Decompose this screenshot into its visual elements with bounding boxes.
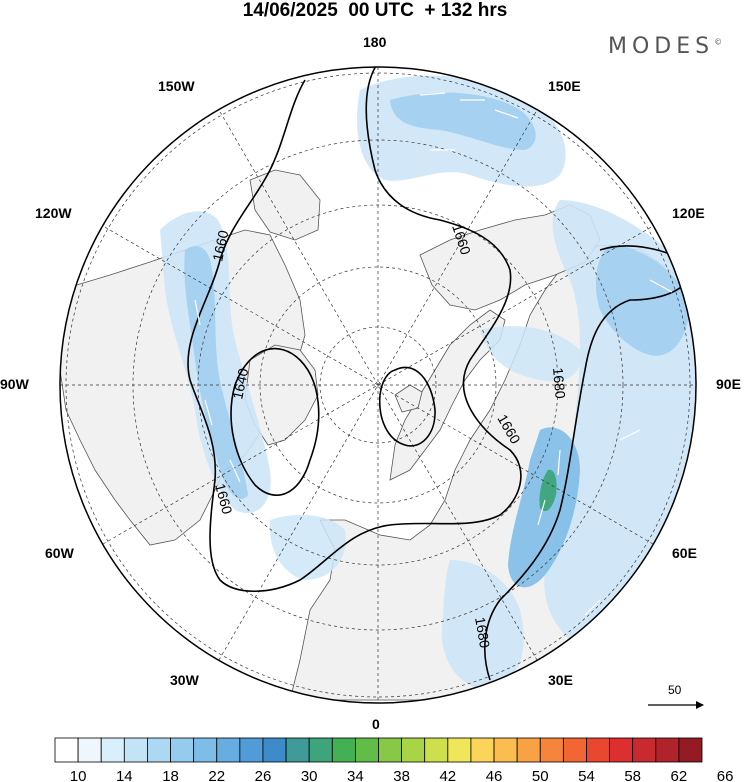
colorbar-swatch [193,737,218,763]
lon-label-180: 180 [363,34,387,50]
jet-pacific-west-core [184,246,248,499]
meridian-60w-120e [102,225,654,545]
colorbar-tick-label: 18 [162,768,179,782]
colorbar-tick-label: 10 [70,768,87,782]
jet-russia [480,326,581,382]
colorbar: 10141822263034384246505458626670 [54,737,734,782]
colorbar-swatch [401,737,426,763]
contour-label: 1680 [550,367,569,400]
lon-label-60w: 60W [45,545,74,561]
meridian-30e-150w [218,109,538,661]
colorbar-swatch [285,737,310,763]
colorbar-swatch [77,737,102,763]
latitude-circle-70 [259,266,497,504]
lon-label-0: 0 [372,716,380,732]
colorbar-tick-label: 62 [671,768,688,782]
lon-label-150w: 150W [158,78,195,94]
map-title: 14/06/2025 00 UTC + 132 hrs [242,0,508,21]
colorbar-swatch [678,737,703,763]
contour-1660-polar [378,366,436,447]
contour-label: 1640 [229,367,251,401]
colorbar-swatch [123,737,148,763]
meridian-60e-120w [102,225,654,545]
wind-vector [419,92,446,96]
colorbar-swatch [378,737,403,763]
contour-label: 1660 [212,482,236,516]
contour-label: 1660 [209,229,231,263]
map-border [59,66,697,704]
lon-label-150e: 150E [548,78,581,94]
copyright-mark: © [714,37,723,47]
jet-europe-east-strong [539,469,557,512]
colorbar-swatch [100,737,125,763]
colorbar-tick-label: 14 [116,768,133,782]
colorbar-swatch [447,737,472,763]
svalbard-land [394,384,423,413]
jet-north-pacific-core [390,92,536,150]
colorbar-tick-label: 54 [578,768,595,782]
graticule [60,67,696,703]
wind-vector [194,299,201,326]
colorbar-swatch [170,737,195,763]
lon-label-30e: 30E [548,672,573,688]
wind-vectors [194,92,673,616]
colorbar-tick-label: 38 [393,768,410,782]
wind-vector [204,399,213,426]
contour-labels: 1660 1660 1640 1660 1660 1680 1680 [209,222,568,649]
lon-label-90w: 90W [0,376,29,392]
colorbar-tick-label: 22 [208,768,225,782]
contour-1660-outer [187,67,522,593]
lon-label-60e: 60E [672,545,697,561]
colorbar-tick-label: 30 [301,768,318,782]
colorbar-swatch [308,737,333,763]
lon-label-120e: 120E [672,205,705,221]
colorbar-tick-label: 58 [624,768,641,782]
colorbar-swatch [493,737,518,763]
colorbar-swatch [54,737,79,763]
brand-logo: MODES© [608,34,722,59]
lon-label-90e: 90E [716,376,741,392]
wind-vector [494,109,519,119]
wind-vector [649,279,673,293]
colorbar-swatch [655,737,680,763]
colorbar-swatch [147,737,171,763]
colorbar-swatch [539,737,564,763]
colorbar-tick-label: 66 [717,768,734,782]
lon-label-120w: 120W [35,205,72,221]
colorbar-swatch [216,737,241,763]
colorbar-swatch [354,737,379,763]
colorbar-tick-label: 46 [486,768,503,782]
wind-vector [557,449,561,476]
jet-asia-core [595,245,690,356]
wind-vector [229,459,241,483]
meridian-30w-150e [218,109,538,661]
colorbar-swatch [632,737,657,763]
jet-atlantic [269,514,346,580]
contour-1640 [230,347,320,496]
colorbar-swatch [609,737,634,763]
reference-vector-label: 50 [668,683,682,697]
colorbar-swatch [562,737,587,763]
colorbar-swatch [586,737,610,763]
colorbar-tick-label: 34 [347,768,364,782]
jet-europe-south [441,560,524,690]
colorbar-tick-label: 42 [439,768,456,782]
colorbar-tick-label: 26 [255,768,272,782]
wind-vector [537,499,546,526]
contour-label: 1680 [472,616,493,650]
brand-name: MODES [608,34,715,59]
lon-label-30w: 30W [170,672,199,688]
alaska-land [249,169,321,241]
colorbar-swatch [331,737,356,763]
colorbar-tick-label: 50 [532,768,549,782]
colorbar-swatch [424,737,449,763]
wind-vector [584,599,601,616]
colorbar-swatch [470,737,495,763]
wind-vector [619,429,641,441]
colorbar-swatch [239,737,264,763]
colorbar-swatch [262,737,287,763]
colorbar-swatch [516,737,541,763]
